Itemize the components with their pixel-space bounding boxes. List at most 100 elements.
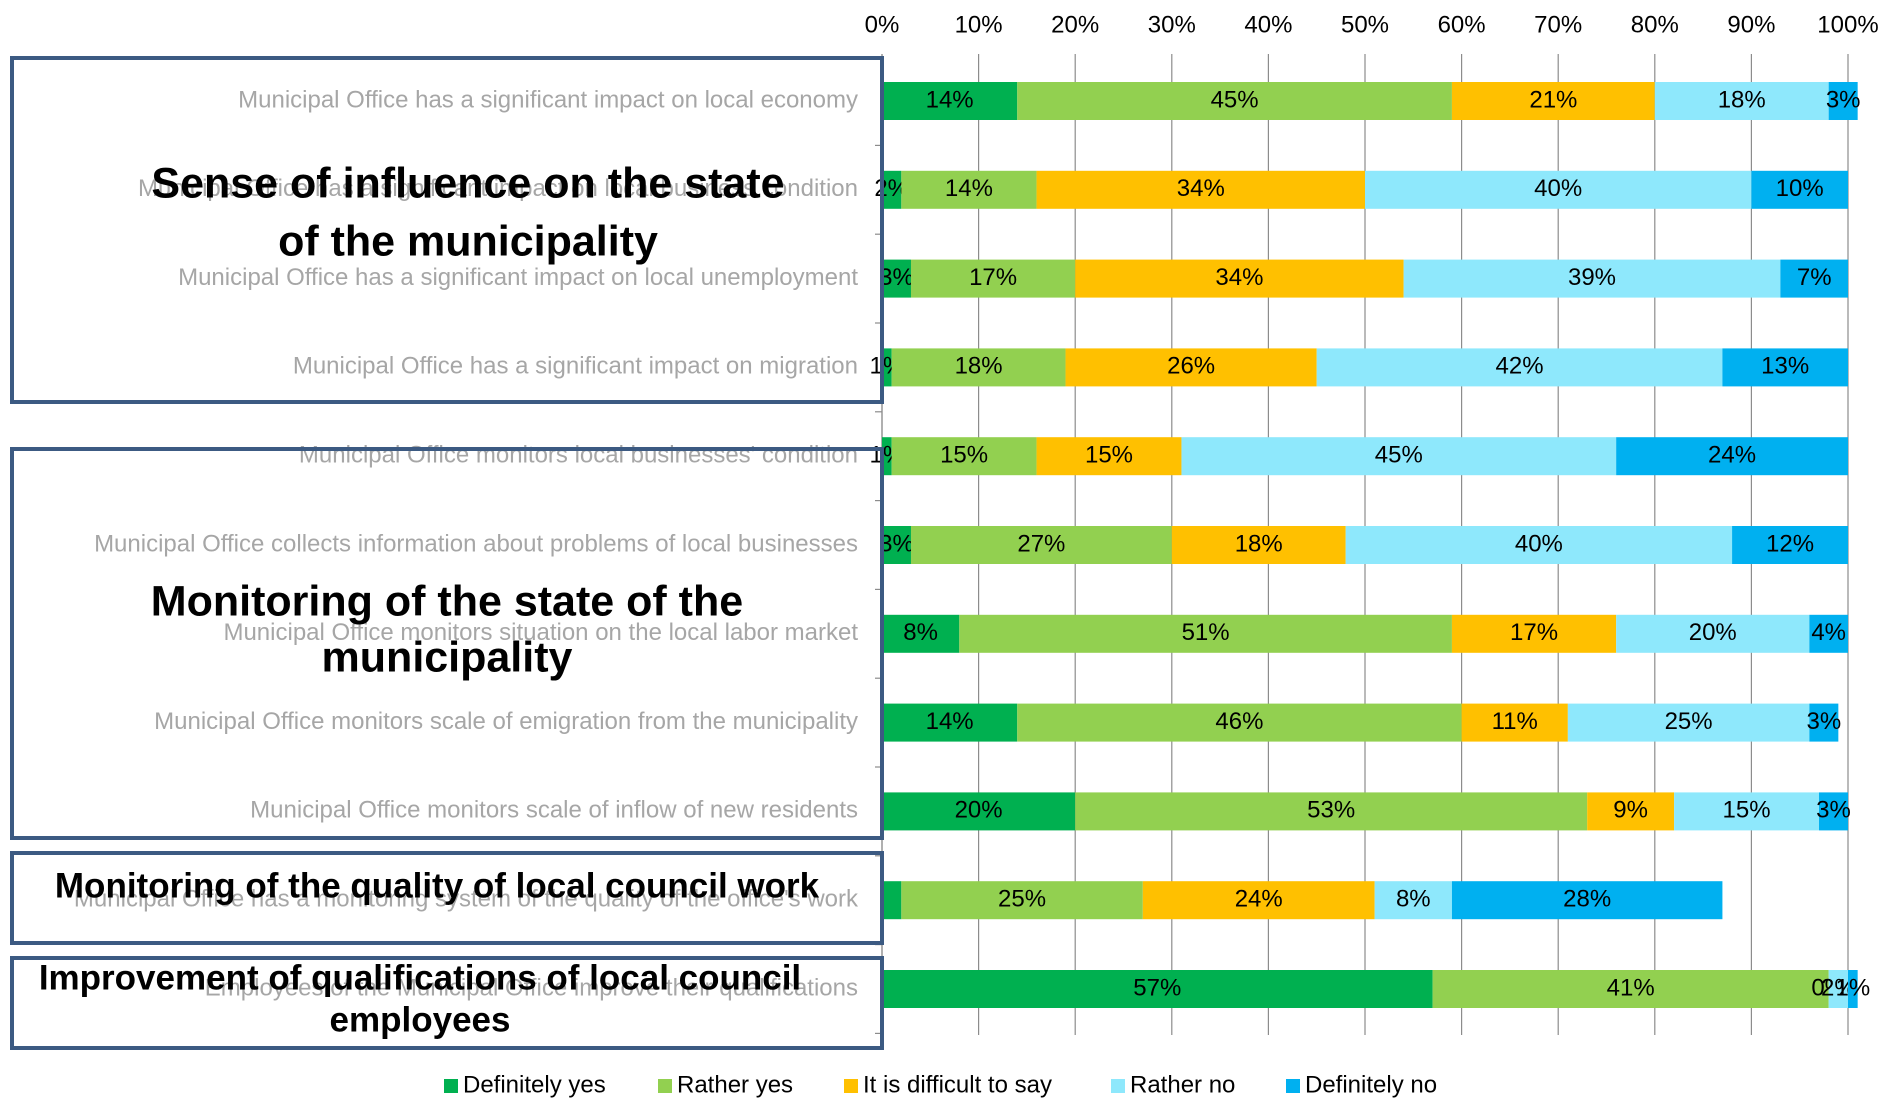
group-title: Monitoring of the state of the: [151, 577, 743, 625]
bar-segment: [1567, 703, 1810, 742]
data-label: 13%: [1761, 353, 1809, 380]
data-label: 3%: [1816, 797, 1851, 824]
category-label: Municipal Office has a significant impac…: [138, 175, 858, 202]
data-label: 11%: [1492, 708, 1538, 735]
data-label: 1%: [1835, 974, 1870, 1001]
category-label: Municipal Office has a significant impac…: [238, 86, 858, 113]
data-label: 53%: [1307, 797, 1355, 824]
data-label: 39%: [1568, 264, 1616, 291]
data-label: 18%: [1718, 86, 1766, 113]
x-tick-label: 90%: [1727, 11, 1775, 38]
data-label: 7%: [1797, 264, 1832, 291]
bar-segment: [1461, 703, 1568, 742]
bar-segment: [1722, 348, 1848, 387]
bar-segment: [882, 437, 892, 476]
data-label: 34%: [1215, 264, 1263, 291]
bar-segment: [882, 82, 1018, 120]
bar-segment: [1036, 170, 1365, 209]
bar-segment: [882, 792, 1076, 831]
x-tick-label: 20%: [1051, 11, 1099, 38]
data-label: 40%: [1534, 175, 1582, 202]
bar-segment: [1017, 82, 1452, 120]
data-label: 18%: [955, 353, 1003, 380]
bar-segment: [1587, 792, 1675, 831]
group-box: [10, 447, 884, 840]
group-title: employees: [330, 1000, 511, 1039]
legend-swatch: [844, 1079, 858, 1093]
data-label: 45%: [1211, 86, 1259, 113]
data-label: 15%: [1085, 442, 1133, 469]
data-label: 45%: [1375, 442, 1423, 469]
x-tick-label: 70%: [1534, 11, 1582, 38]
x-tick-label: 30%: [1148, 11, 1196, 38]
data-label: 14%: [945, 175, 993, 202]
data-label: 42%: [1496, 353, 1544, 380]
data-label: 20%: [955, 797, 1003, 824]
group-title: Sense of influence on the state: [151, 159, 784, 207]
bar-segment: [1451, 881, 1723, 920]
bar-segment: [901, 170, 1037, 209]
legend-swatch: [444, 1079, 458, 1093]
bar-segment: [882, 526, 911, 564]
legend-label: It is difficult to say: [863, 1071, 1052, 1098]
bar-segment: [1674, 792, 1820, 831]
bar-segment: [1780, 259, 1848, 298]
bar-segment: [1171, 526, 1346, 564]
bar-segment: [1374, 881, 1452, 920]
x-tick-label: 0%: [865, 11, 900, 38]
data-label: 57%: [1133, 974, 1181, 1001]
bar-segment: [959, 614, 1452, 653]
data-label: 28%: [1563, 886, 1611, 913]
bar-segment: [882, 970, 1433, 1008]
data-label: 8%: [903, 619, 938, 646]
data-label: 24%: [1235, 886, 1283, 913]
x-tick-label: 80%: [1631, 11, 1679, 38]
bar-segment: [1036, 437, 1182, 476]
group-title: of the municipality: [278, 217, 658, 265]
x-tick-label: 100%: [1817, 11, 1878, 38]
data-label: 21%: [1529, 86, 1577, 113]
bar-segment: [891, 348, 1066, 387]
bar-segment: [882, 614, 960, 653]
bar-segment: [1075, 792, 1588, 831]
bar-segment: [1809, 614, 1848, 653]
group-title: municipality: [322, 633, 573, 681]
bar-segment: [1809, 703, 1839, 742]
category-label: Municipal Office monitors scale of emigr…: [154, 708, 858, 735]
data-label: 10%: [1776, 175, 1824, 202]
data-label: 24%: [1708, 442, 1756, 469]
bar-segment: [882, 348, 892, 387]
data-label: 27%: [1017, 530, 1065, 557]
bar-segment: [1451, 82, 1655, 120]
data-label: 14%: [926, 86, 974, 113]
bar-segment: [1451, 614, 1617, 653]
category-label: Municipal Office monitors scale of inflo…: [250, 797, 858, 824]
bar-segment: [1616, 437, 1848, 476]
data-label: 46%: [1215, 708, 1263, 735]
bar-segment: [1345, 526, 1733, 564]
bar-segment: [882, 170, 902, 209]
group-title: Monitoring of the quality of local counc…: [55, 866, 820, 905]
legend-label: Rather yes: [677, 1071, 793, 1098]
bar-segment: [1316, 348, 1723, 387]
group-title: Improvement of qualifications of local c…: [39, 958, 801, 997]
group-box: [10, 956, 884, 1050]
bar-segment: [901, 881, 1143, 920]
bar-segment: [882, 881, 902, 920]
x-tick-label: 60%: [1438, 11, 1486, 38]
bar-segment: [1828, 82, 1858, 120]
data-label: 9%: [1613, 797, 1648, 824]
bar-segment: [1181, 437, 1617, 476]
bar-segment: [1403, 259, 1781, 298]
bar-segment: [1065, 348, 1317, 387]
category-label: Municipal Office has a monitoring system…: [74, 886, 859, 913]
data-label: 14%: [926, 708, 974, 735]
legend-swatch: [658, 1079, 672, 1093]
bar-segment: [910, 259, 1076, 298]
data-label: 34%: [1177, 175, 1225, 202]
x-tick-label: 10%: [955, 11, 1003, 38]
bar-segment: [1828, 970, 1848, 1008]
bar-segment: [1075, 259, 1404, 298]
bar-segment: [1365, 170, 1752, 209]
